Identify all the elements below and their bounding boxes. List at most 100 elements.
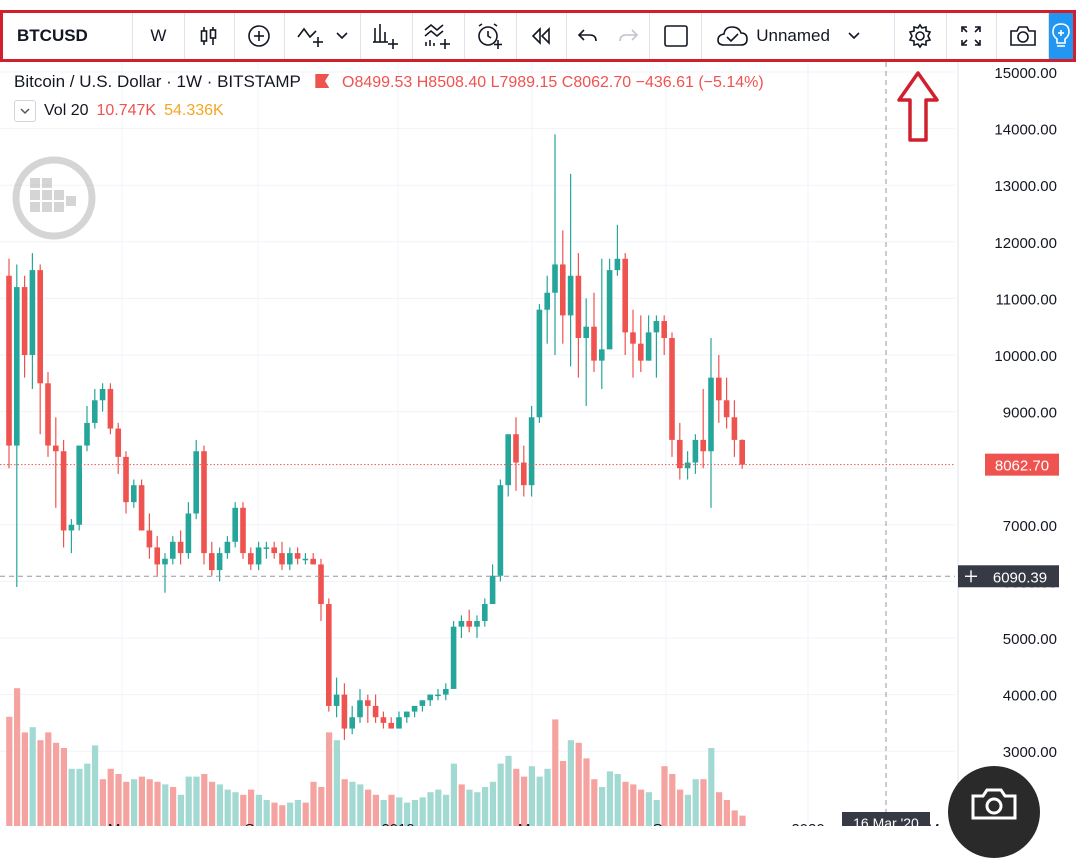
- volume-bar: [638, 789, 645, 826]
- flag-icon[interactable]: [315, 74, 330, 88]
- candle-body: [443, 688, 449, 695]
- candle: [154, 536, 160, 576]
- templates-button[interactable]: [413, 13, 465, 59]
- volume-bar: [294, 800, 301, 826]
- volume-bar: [162, 784, 169, 826]
- collapse-legend-button[interactable]: [14, 100, 36, 122]
- volume-bar: [380, 800, 387, 826]
- candle-body: [248, 553, 254, 565]
- candle: [653, 315, 660, 378]
- ideas-button[interactable]: [1049, 13, 1074, 59]
- candle: [716, 355, 722, 423]
- candle-body: [45, 383, 51, 446]
- candle: [310, 553, 316, 565]
- candle-body: [294, 553, 301, 559]
- candle: [37, 264, 43, 435]
- candle: [248, 547, 254, 571]
- candle: [131, 479, 137, 508]
- candle: [271, 541, 277, 559]
- candle-body: [505, 434, 511, 486]
- volume-bar: [630, 784, 637, 826]
- layout-save-button[interactable]: Unnamed: [702, 13, 895, 59]
- last-price-label: 8062.70: [995, 458, 1049, 475]
- volume-bar: [341, 779, 348, 826]
- candle-body: [326, 604, 332, 706]
- candle-body: [302, 558, 309, 561]
- undo-icon[interactable]: [576, 27, 598, 45]
- candle-body: [575, 275, 582, 339]
- candle-body: [193, 451, 199, 514]
- candle: [185, 502, 192, 559]
- price-tick-label: 11000.00: [996, 291, 1057, 308]
- candle: [583, 298, 589, 406]
- price-axis[interactable]: 15000.00 14000.00 13000.00 12000.00 11000.00…: [957, 62, 1059, 826]
- candles-icon: [201, 27, 217, 45]
- volume-bar: [60, 748, 67, 826]
- candle-body: [146, 530, 153, 548]
- volume-bar: [583, 758, 590, 826]
- volume-bar: [84, 763, 91, 826]
- candle: [263, 541, 270, 559]
- volume-bar: [6, 716, 13, 826]
- financials-button[interactable]: [361, 13, 413, 59]
- volume-bar: [458, 784, 465, 826]
- candle-body: [341, 694, 348, 729]
- candle: [146, 513, 153, 559]
- interval-button[interactable]: W: [133, 13, 185, 59]
- candle: [240, 502, 246, 559]
- volume-bar: [177, 794, 184, 826]
- candle: [731, 400, 738, 457]
- candle: [560, 230, 566, 344]
- lightbulb-icon: [1052, 23, 1070, 47]
- candle: [333, 677, 340, 718]
- volume-value: 10.747K: [96, 102, 157, 119]
- volume-bar: [567, 740, 574, 826]
- candle-body: [716, 377, 722, 401]
- candle-body: [653, 321, 660, 333]
- candle: [232, 502, 238, 548]
- compare-button[interactable]: [235, 13, 286, 59]
- candle: [513, 417, 519, 491]
- volume-bar: [318, 787, 325, 826]
- candle: [614, 224, 621, 276]
- templates-icon: [424, 23, 451, 49]
- alert-button[interactable]: [465, 13, 517, 59]
- candle-body: [567, 275, 574, 316]
- price-chart[interactable]: 15000.00 14000.00 13000.00 12000.00 11000.00…: [0, 62, 1080, 826]
- candle-body: [209, 553, 215, 571]
- candle-body: [411, 705, 418, 712]
- snapshot-button[interactable]: [997, 13, 1050, 59]
- select-icon: [663, 25, 688, 47]
- candle-body: [544, 292, 550, 310]
- candle-body: [240, 507, 246, 554]
- volume-bar: [271, 802, 278, 826]
- fullscreen-button[interactable]: [947, 13, 997, 59]
- floating-camera-button[interactable]: [948, 766, 1040, 858]
- time-axis[interactable]: May Sep 2019 May Sep 2020 Mar 16 Mar '20: [108, 812, 953, 826]
- volume-bar: [131, 779, 138, 826]
- symbol-label: BTCUSD: [17, 26, 88, 45]
- chart-style-button[interactable]: [185, 13, 235, 59]
- volume-study-label: Vol 20: [44, 102, 89, 119]
- settings-button[interactable]: [895, 13, 947, 59]
- redo-icon[interactable]: [618, 27, 640, 45]
- symbol-title: Bitcoin / U.S. Dollar · 1W · BITSTAMP: [14, 72, 301, 91]
- undo-redo-group: [567, 13, 651, 59]
- volume-bar: [154, 781, 161, 826]
- indicators-button[interactable]: [285, 13, 361, 59]
- candle-body: [224, 541, 231, 554]
- last-price-tag: [985, 453, 1059, 476]
- volume-bar: [193, 776, 200, 826]
- candle-body: [185, 513, 192, 554]
- symbol-search-button[interactable]: BTCUSD: [3, 13, 133, 59]
- candle: [700, 388, 706, 469]
- volume-bar: [528, 766, 535, 826]
- replay-button[interactable]: [517, 13, 567, 59]
- volume-bar: [333, 740, 340, 826]
- volume-legend: Vol 20 10.747K 54.336K: [14, 100, 224, 122]
- volume-bar: [45, 732, 52, 826]
- volume-bar: [263, 800, 270, 826]
- time-tick-label: Mar: [927, 821, 953, 826]
- volume-bar: [372, 794, 379, 826]
- select-tool-button[interactable]: [650, 13, 703, 59]
